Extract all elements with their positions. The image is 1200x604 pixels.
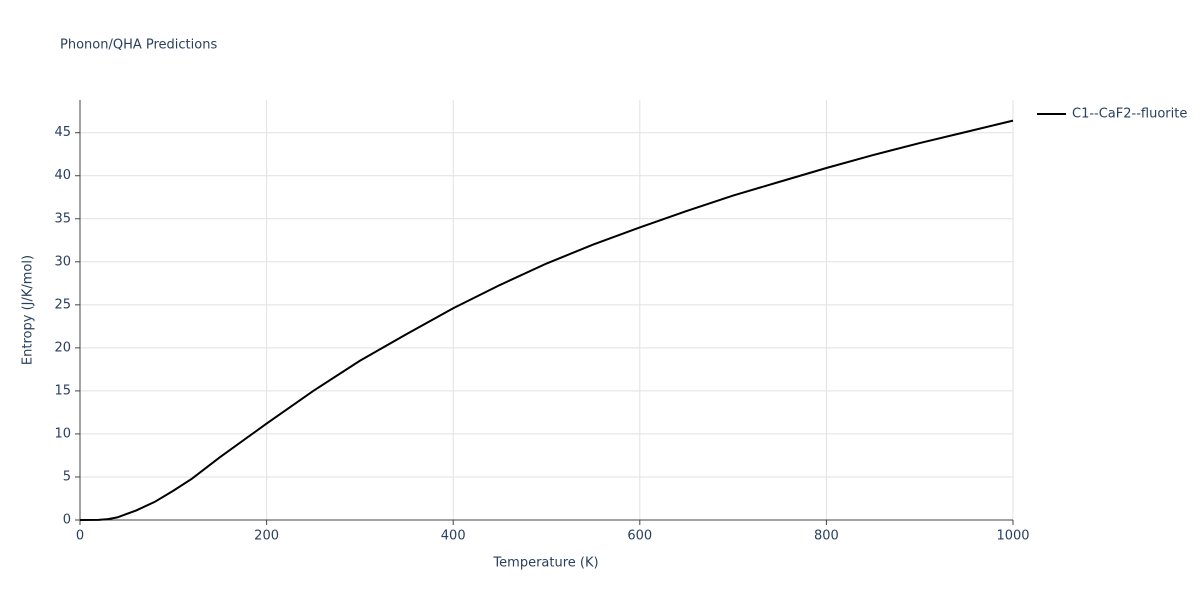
legend-label: C1--CaF2--fluorite [1072, 107, 1187, 122]
x-tick-label: 1000 [996, 529, 1029, 544]
y-tick-label: 40 [54, 168, 71, 183]
x-tick-label: 800 [814, 529, 839, 544]
x-tick-label: 400 [441, 529, 466, 544]
y-tick-label: 35 [54, 211, 71, 226]
y-axis-title: Entropy (J/K/mol) [21, 255, 36, 365]
y-tick-label: 10 [54, 426, 71, 441]
data-line [79, 119, 1014, 521]
y-tick-label: 15 [54, 383, 71, 398]
x-tick-label: 200 [254, 529, 279, 544]
x-tick-label: 600 [627, 529, 652, 544]
y-tick-label: 0 [63, 513, 71, 528]
y-tick-label: 5 [63, 469, 71, 484]
y-tick-label: 20 [54, 340, 71, 355]
x-tick-label: 0 [76, 529, 84, 544]
y-tick-label: 45 [54, 125, 71, 140]
x-axis-title: Temperature (K) [492, 556, 598, 571]
chart-title: Phonon/QHA Predictions [60, 38, 217, 53]
y-tick-label: 30 [54, 254, 71, 269]
y-tick-label: 25 [54, 297, 71, 312]
